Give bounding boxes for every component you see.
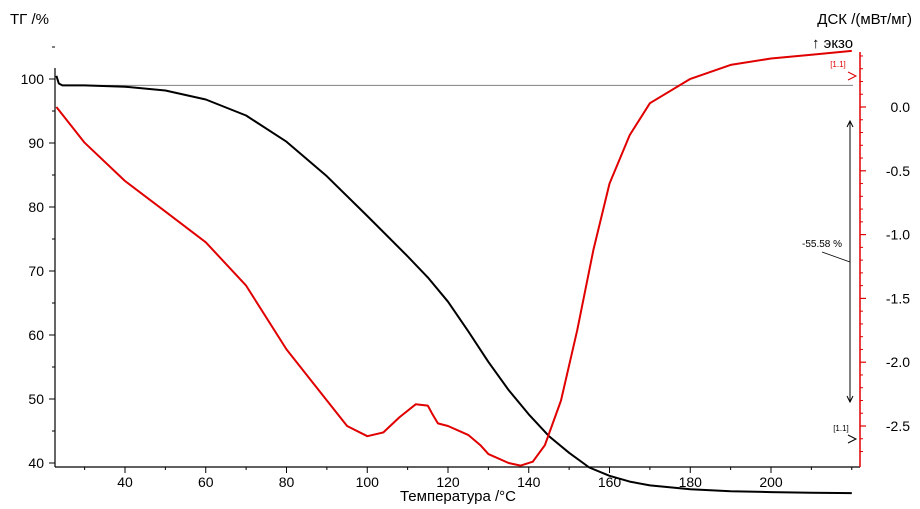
x-tick-label-100: 100 (356, 474, 380, 490)
x-tick-label-40: 40 (117, 474, 133, 490)
tg-segment-arrow-icon (847, 434, 858, 444)
series-layer (55, 49, 853, 495)
right-tick-label--2.0: -2.0 (886, 354, 910, 370)
right-tick-label--2.5: -2.5 (886, 418, 910, 434)
left-tick-label-80: 80 (28, 199, 44, 215)
left-tick-label-100: 100 (21, 71, 45, 87)
mass-change-arrow-top (846, 119, 854, 128)
dsc-segment-arrow-icon (847, 71, 858, 81)
right-axis-title: ДСК /(мВт/мг) (817, 11, 912, 28)
x-axis-ticks: 40 60 80 100 120 140 160 180 200 (84, 467, 853, 490)
right-tick-label-0.0: 0.0 (891, 99, 911, 115)
left-tick-label-70: 70 (28, 263, 44, 279)
mass-change-arrow-bottom (846, 395, 854, 404)
right-tick-label--0.5: -0.5 (886, 163, 910, 179)
tg-segment-marker: [1.1] (833, 424, 849, 433)
x-tick-label-120: 120 (436, 474, 460, 490)
x-tick-label-80: 80 (279, 474, 295, 490)
dsc-segment-marker: [1.1] (830, 60, 846, 69)
exo-label: ↑ экзо (812, 35, 853, 52)
x-tick-label-180: 180 (679, 474, 703, 490)
right-axis-ticks: 0.0 -0.5 -1.0 -1.5 -2.0 -2.5 (860, 55, 911, 453)
left-tick-label-40: 40 (28, 455, 44, 471)
x-tick-label-200: 200 (759, 474, 783, 490)
left-tick-label-60: 60 (28, 327, 44, 343)
left-tick-label-50: 50 (28, 391, 44, 407)
left-tick-label-90: 90 (28, 135, 44, 151)
annotation-layer: -55.58 % [1.1] [1.1] (802, 60, 858, 444)
mass-change-label: -55.58 % (802, 239, 842, 250)
left-axis-ticks: 40 50 60 70 80 90 100 (21, 46, 55, 471)
x-tick-label-140: 140 (517, 474, 541, 490)
left-axis-title: ТГ /% (10, 11, 49, 28)
x-tick-label-60: 60 (198, 474, 214, 490)
mass-change-leader (821, 251, 851, 263)
right-tick-label--1.5: -1.5 (886, 290, 910, 306)
right-tick-label--1.0: -1.0 (886, 227, 910, 243)
x-axis-title: Температура /°С (400, 488, 516, 505)
dsc-curve (55, 49, 852, 467)
tg-curve (55, 75, 852, 495)
